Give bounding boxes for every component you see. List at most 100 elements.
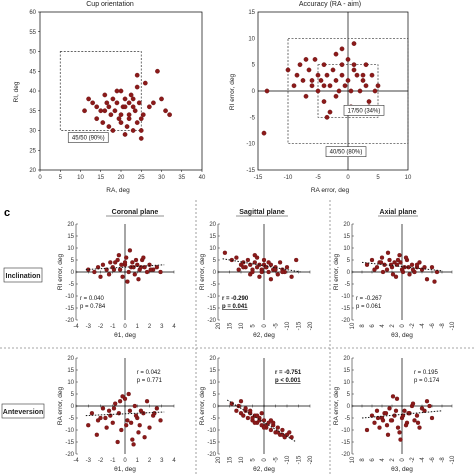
data-point [114, 88, 120, 94]
x-tick-label: 2 [390, 324, 396, 328]
data-point [397, 430, 402, 435]
safe-zone-label: 45/50 (90%) [72, 136, 105, 142]
data-point [400, 269, 406, 275]
data-point [126, 269, 131, 275]
data-point [387, 406, 392, 411]
x-tick-label: 4 [172, 324, 176, 330]
data-point [327, 83, 333, 89]
data-point [104, 425, 109, 430]
data-point [155, 68, 160, 74]
data-point [115, 257, 120, 263]
data-point [132, 272, 137, 277]
panel-letter-c: c [4, 207, 10, 219]
y-tick-label: 15 [248, 10, 255, 16]
data-point [111, 406, 117, 411]
data-point [407, 272, 412, 277]
row-label-inclination: Inclination [6, 273, 41, 280]
data-point [130, 437, 135, 442]
data-point [125, 279, 130, 284]
data-point [303, 57, 309, 62]
trend-line [85, 264, 165, 271]
data-point [403, 255, 409, 260]
x-tick-label: -10 [450, 321, 456, 330]
p-value: p = 0.174 [414, 378, 440, 384]
outer-zone-box [287, 37, 409, 145]
p-value: p = 0.041 [222, 304, 248, 310]
data-point [291, 83, 297, 89]
data-point [122, 104, 128, 110]
data-point [339, 46, 345, 52]
x-tick-label: 35 [178, 175, 185, 181]
y-axis-label: RA error, deg [199, 386, 206, 425]
y-tick-label: 25 [29, 148, 36, 154]
data-point [364, 262, 370, 267]
y-tick-label: -5 [211, 282, 217, 288]
x-tick-label: -5 [274, 323, 280, 329]
x-tick-label: 0 [123, 458, 127, 464]
data-point [268, 427, 274, 433]
x-tick-label: 10 [77, 175, 84, 181]
row-label-box [3, 267, 43, 283]
x-tick-label: 1 [136, 324, 140, 330]
data-point [321, 83, 327, 89]
data-point [385, 432, 391, 437]
y-tick-label: -10 [341, 428, 350, 434]
data-point [104, 100, 110, 106]
data-point [250, 415, 255, 421]
inner-zone-label-box [343, 105, 385, 116]
correlation-panel: -20 -15 -10 -5 0 5 10 15 20 20 15 10 5 0 -5 -10 -15 -20 RI… [199, 222, 314, 339]
y-tick-label: 5 [252, 63, 256, 69]
data-point [120, 274, 125, 279]
data-point [94, 104, 100, 110]
y-tick-label: 20 [209, 356, 216, 362]
x-tick-label: -6 [430, 323, 436, 329]
data-point [119, 427, 124, 433]
data-point [427, 403, 432, 409]
y-tick-label: -5 [69, 282, 75, 288]
data-point [264, 88, 270, 94]
data-point [103, 415, 108, 421]
x-tick-label: 10 [350, 322, 356, 329]
y-tick-label: 15 [343, 234, 350, 240]
x-tick-label: -4 [73, 324, 79, 330]
data-point [261, 418, 267, 423]
x-tick-label: 8 [360, 458, 366, 462]
trend-line [226, 399, 297, 443]
data-point [158, 418, 163, 423]
data-point [383, 411, 389, 416]
data-point [108, 413, 113, 418]
accuracy-ylabel: RI error, deg [229, 74, 236, 111]
data-point [94, 432, 99, 437]
data-point [116, 116, 122, 122]
x-tick-label: 10 [239, 322, 245, 329]
data-point [124, 423, 129, 428]
data-point [142, 435, 147, 440]
data-point [122, 96, 128, 102]
data-point [132, 403, 137, 409]
r-value: r = 0.040 [80, 296, 105, 302]
data-point [119, 262, 124, 267]
data-point [133, 257, 139, 263]
x-tick-label: 15 [97, 175, 104, 181]
y-tick-label: -20 [341, 452, 350, 458]
x-tick-label: 20 [216, 456, 222, 463]
inner-zone-box [317, 64, 379, 118]
data-point [351, 41, 357, 46]
data-point [106, 408, 112, 413]
x-tick-label: -15 [254, 175, 263, 181]
data-point [333, 51, 339, 57]
y-axis-label: RA error, deg [333, 386, 340, 425]
x-tick-label: 0 [123, 324, 127, 330]
data-point [268, 277, 274, 282]
column-header-sagittal: Sagittal plane [239, 209, 285, 216]
y-tick-label: -15 [246, 168, 255, 174]
data-point [363, 83, 369, 89]
data-point [112, 108, 118, 114]
data-point [306, 67, 312, 73]
y-tick-label: 0 [71, 404, 75, 410]
data-point [147, 262, 152, 267]
data-point [142, 80, 148, 86]
data-point [94, 116, 100, 122]
